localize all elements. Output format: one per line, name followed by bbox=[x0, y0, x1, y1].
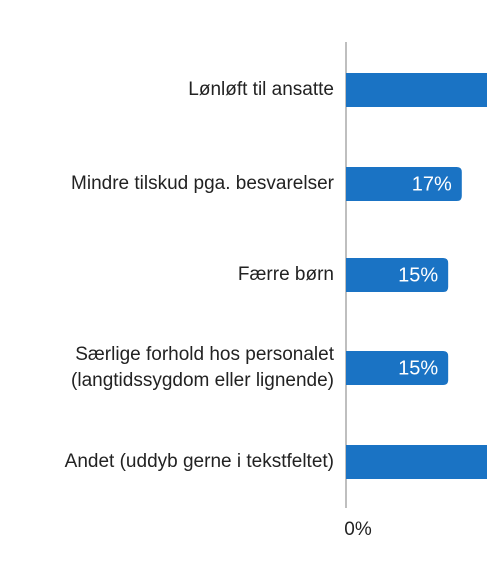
bar bbox=[346, 167, 462, 201]
category-label: Andet (uddyb gerne i tekstfeltet) bbox=[65, 451, 334, 472]
bar bbox=[346, 258, 449, 292]
category-label: Færre børn bbox=[238, 264, 334, 285]
bar bbox=[346, 73, 487, 107]
x-tick-label: 0% bbox=[344, 519, 372, 540]
value-label: 17% bbox=[412, 173, 452, 195]
category-label: Lønløft til ansatte bbox=[188, 79, 334, 100]
category-label: Særlige forhold hos personalet (langtidss… bbox=[71, 344, 335, 391]
bar bbox=[346, 445, 487, 479]
value-label: 15% bbox=[398, 357, 438, 379]
bar bbox=[346, 351, 449, 385]
category-label: Mindre tilskud pga. besvarelser bbox=[71, 173, 335, 194]
value-label: 15% bbox=[398, 264, 438, 286]
